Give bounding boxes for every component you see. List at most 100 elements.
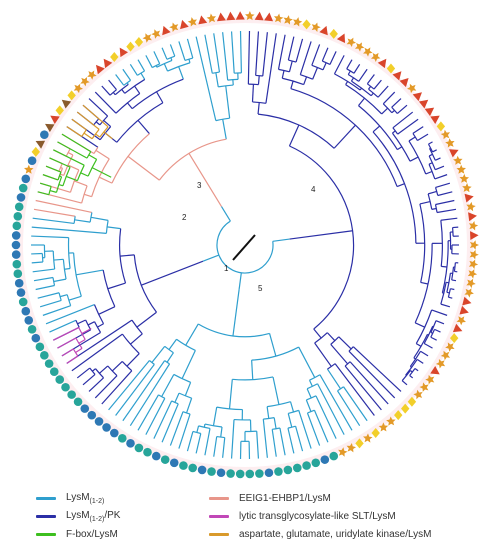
internal-branch — [67, 152, 74, 156]
circle-marker-circle_blue — [216, 468, 226, 478]
clade-label-4: 4 — [311, 185, 316, 194]
internal-branch — [87, 321, 95, 326]
circle-marker-circle_teal — [13, 269, 23, 279]
triangle-marker-triangle_red — [449, 149, 459, 158]
internal-arc — [427, 193, 433, 210]
legend-swatch-lysm — [36, 496, 56, 500]
star-marker — [468, 259, 479, 270]
internal-arc — [166, 55, 175, 60]
internal-arc — [151, 63, 161, 69]
internal-branch — [130, 333, 143, 345]
tip-branch — [271, 429, 277, 457]
triangle-marker-triangle_red — [226, 11, 236, 21]
internal-branch — [232, 289, 240, 337]
tip-branch — [122, 360, 166, 422]
internal-branch — [53, 258, 64, 261]
triangle-marker-triangle_red — [418, 99, 429, 109]
diamond-marker — [386, 63, 396, 74]
star-marker — [386, 416, 396, 426]
tip-branch — [94, 91, 117, 114]
internal-branch — [347, 70, 351, 75]
tip-branch — [82, 373, 96, 386]
tip-branch — [39, 299, 62, 308]
internal-arc — [216, 435, 225, 439]
tip-branch — [382, 91, 396, 105]
triangle-marker-triangle_red — [50, 115, 60, 125]
tip-branch — [222, 32, 229, 81]
tip-branch — [373, 79, 382, 90]
clade-label-2: 2 — [182, 213, 187, 222]
tip-branch — [145, 55, 153, 68]
triangle-marker-triangle_red — [377, 58, 387, 69]
circle-marker-circle_teal — [49, 367, 59, 377]
internal-arc — [198, 425, 211, 430]
circle-marker-circle_blue — [102, 423, 111, 432]
star-marker — [338, 447, 348, 457]
tip-branch — [101, 85, 111, 96]
tip-branch — [169, 411, 184, 446]
internal-branch — [136, 311, 157, 328]
clade-label-1: 1 — [224, 264, 229, 273]
internal-branch — [251, 84, 255, 102]
internal-arc — [91, 158, 110, 197]
triangle-marker-triangle_red — [412, 92, 422, 102]
internal-arc — [358, 105, 398, 150]
internal-arc — [251, 346, 299, 361]
circle-marker-circle_teal — [329, 451, 339, 461]
internal-branch — [215, 72, 219, 87]
diamond-marker — [355, 438, 364, 449]
internal-branch — [268, 333, 277, 357]
internal-branch — [90, 216, 109, 221]
internal-branch — [77, 319, 86, 325]
circle-marker-circle_blue — [11, 231, 21, 240]
star-marker — [73, 83, 84, 94]
internal-arc — [121, 361, 133, 372]
internal-branch — [305, 399, 312, 412]
clade-label-3: 3 — [197, 181, 202, 190]
tip-branch — [66, 126, 83, 138]
legend-item-eeig1: EEIG1-EHBP1/LysM — [209, 490, 331, 506]
tip-branch — [161, 47, 168, 60]
internal-branch — [66, 175, 78, 182]
circle-marker-circle_blue — [16, 193, 26, 202]
tip-branch — [346, 59, 353, 70]
tip-branch — [45, 304, 95, 325]
internal-arc — [314, 332, 328, 344]
legend-swatch-kinase — [209, 532, 229, 536]
circle-marker-circle_blue — [11, 250, 21, 259]
internal-branch — [333, 124, 356, 149]
tip-branch — [337, 390, 361, 427]
internal-arc — [73, 216, 76, 224]
internal-branch — [95, 133, 101, 138]
legend-label-fbox: F-box/LysM — [66, 528, 118, 540]
diamond-marker — [329, 28, 338, 39]
internal-arc — [372, 131, 417, 244]
root-stem — [221, 206, 231, 222]
internal-branch — [428, 162, 433, 165]
tip-branch — [277, 34, 286, 70]
star-marker — [464, 288, 474, 298]
circle-marker-circle_teal — [35, 342, 45, 352]
tip-branch — [76, 111, 100, 130]
triangle-marker-triangle_red — [430, 365, 440, 375]
internal-arc — [428, 163, 436, 180]
internal-arc — [58, 292, 62, 301]
tip-branch — [35, 284, 55, 291]
tip-branch — [53, 149, 85, 166]
tip-branch — [437, 191, 453, 197]
star-marker — [363, 433, 373, 443]
tip-branch — [82, 104, 109, 128]
tip-branch — [31, 261, 43, 264]
circle-marker-circle_teal — [27, 325, 37, 334]
tip-branch — [129, 363, 171, 427]
star-marker — [440, 129, 451, 140]
internal-arc — [423, 325, 434, 344]
circle-marker-circle_teal — [67, 390, 76, 399]
internal-arc — [197, 323, 270, 338]
internal-arc — [307, 409, 315, 414]
tip-branch — [313, 409, 329, 443]
internal-branch — [303, 76, 308, 85]
internal-branch — [140, 72, 146, 80]
tip-branch — [115, 364, 155, 416]
root-arc — [216, 220, 274, 274]
